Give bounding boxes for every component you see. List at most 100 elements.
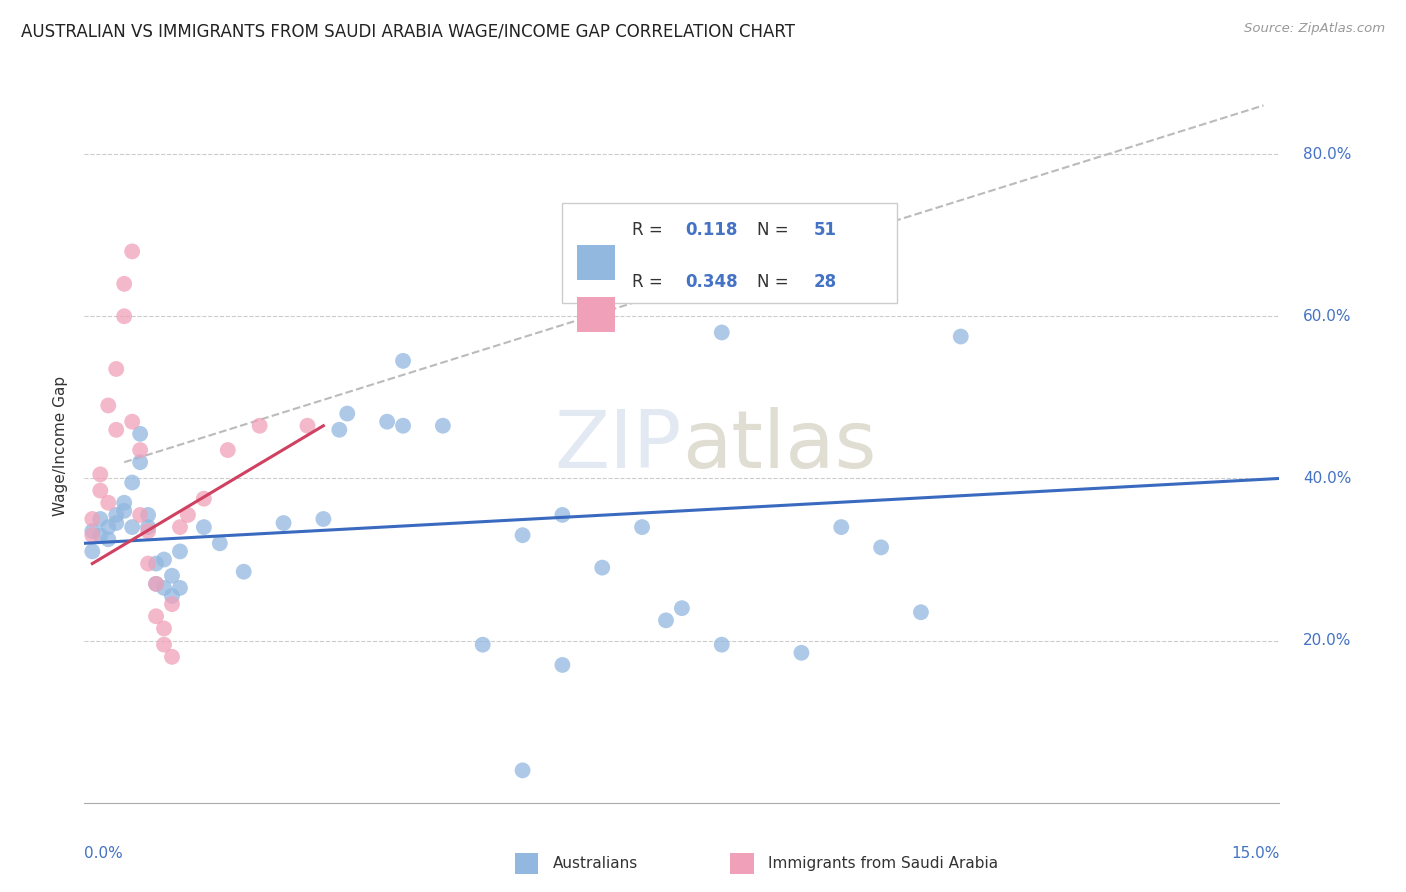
Point <box>105 362 128 376</box>
Point <box>160 589 183 603</box>
Text: R =: R = <box>631 274 668 292</box>
Point <box>273 516 295 530</box>
Point <box>89 512 111 526</box>
Text: 20.0%: 20.0% <box>1303 633 1351 648</box>
Point <box>121 475 143 490</box>
Point <box>112 277 135 291</box>
Point <box>105 423 128 437</box>
Point <box>145 609 167 624</box>
Point <box>169 544 191 558</box>
Point <box>145 557 167 571</box>
Text: 0.348: 0.348 <box>686 274 738 292</box>
Text: Immigrants from Saudi Arabia: Immigrants from Saudi Arabia <box>768 856 998 871</box>
Point <box>160 597 183 611</box>
Point <box>591 560 613 574</box>
FancyBboxPatch shape <box>562 203 897 303</box>
Point <box>129 443 152 458</box>
Point <box>160 649 183 664</box>
Point <box>655 613 678 627</box>
Text: N =: N = <box>758 221 794 239</box>
Point <box>105 508 128 522</box>
Point <box>97 533 120 547</box>
Point <box>631 520 654 534</box>
Point <box>297 418 319 433</box>
Point <box>145 577 167 591</box>
Point <box>392 354 415 368</box>
Point <box>949 329 972 343</box>
Point <box>121 244 143 259</box>
Point <box>551 508 574 522</box>
Point <box>169 581 191 595</box>
Point <box>671 601 693 615</box>
Point <box>129 426 152 441</box>
Point <box>97 496 120 510</box>
Text: N =: N = <box>758 274 794 292</box>
Text: 0.118: 0.118 <box>686 221 738 239</box>
Point <box>112 310 135 324</box>
Point <box>512 528 534 542</box>
Point <box>312 512 335 526</box>
Bar <box>576 245 614 279</box>
Point <box>375 415 398 429</box>
Point <box>471 638 494 652</box>
Point <box>710 326 733 340</box>
Point <box>392 418 415 433</box>
Point <box>82 544 104 558</box>
Point <box>136 557 159 571</box>
Point <box>169 520 191 534</box>
Point <box>89 467 111 482</box>
Point <box>336 407 359 421</box>
Point <box>145 577 167 591</box>
Bar <box>730 853 754 874</box>
Point <box>97 399 120 413</box>
Text: 80.0%: 80.0% <box>1303 146 1351 161</box>
Point <box>249 418 271 433</box>
Point <box>129 508 152 522</box>
Point <box>89 483 111 498</box>
Point <box>830 520 852 534</box>
Y-axis label: Wage/Income Gap: Wage/Income Gap <box>53 376 69 516</box>
Text: R =: R = <box>631 221 668 239</box>
Point <box>790 646 813 660</box>
Text: 15.0%: 15.0% <box>1232 846 1279 861</box>
Point <box>112 504 135 518</box>
Point <box>112 496 135 510</box>
Point <box>870 541 893 555</box>
Point <box>193 491 215 506</box>
Text: ZIP: ZIP <box>554 407 682 485</box>
Point <box>121 415 143 429</box>
Point <box>82 524 104 538</box>
Text: atlas: atlas <box>682 407 876 485</box>
Point <box>232 565 254 579</box>
Point <box>217 443 239 458</box>
Point <box>129 455 152 469</box>
Point <box>82 528 104 542</box>
Text: AUSTRALIAN VS IMMIGRANTS FROM SAUDI ARABIA WAGE/INCOME GAP CORRELATION CHART: AUSTRALIAN VS IMMIGRANTS FROM SAUDI ARAB… <box>21 22 794 40</box>
Point <box>136 508 159 522</box>
Point <box>328 423 350 437</box>
Point <box>121 520 143 534</box>
Point <box>105 516 128 530</box>
Text: 51: 51 <box>813 221 837 239</box>
Point <box>136 524 159 538</box>
Text: 40.0%: 40.0% <box>1303 471 1351 486</box>
Point <box>512 764 534 778</box>
Point <box>208 536 231 550</box>
Point <box>432 418 454 433</box>
Text: Australians: Australians <box>553 856 638 871</box>
Point <box>153 638 176 652</box>
Bar <box>515 853 538 874</box>
Point <box>97 520 120 534</box>
Text: Source: ZipAtlas.com: Source: ZipAtlas.com <box>1244 22 1385 36</box>
Text: 28: 28 <box>813 274 837 292</box>
Point <box>82 512 104 526</box>
Point <box>153 622 176 636</box>
Bar <box>576 297 614 332</box>
Text: 0.0%: 0.0% <box>84 846 124 861</box>
Point <box>710 638 733 652</box>
Point <box>89 528 111 542</box>
Point <box>910 605 932 619</box>
Point <box>193 520 215 534</box>
Point <box>177 508 200 522</box>
Point <box>153 581 176 595</box>
